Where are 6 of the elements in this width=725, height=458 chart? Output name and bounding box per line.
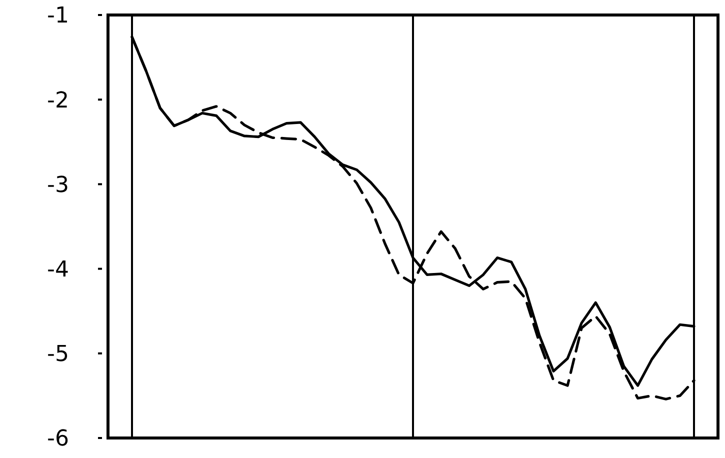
y-tick-label: -3 bbox=[47, 172, 69, 198]
y-tick-label: -1 bbox=[47, 4, 69, 29]
y-tick-label: -4 bbox=[47, 258, 69, 282]
y-tick-label: -5 bbox=[47, 342, 69, 368]
y-tick-label: -2 bbox=[47, 88, 69, 114]
y-tick-label: -6 bbox=[47, 426, 69, 452]
